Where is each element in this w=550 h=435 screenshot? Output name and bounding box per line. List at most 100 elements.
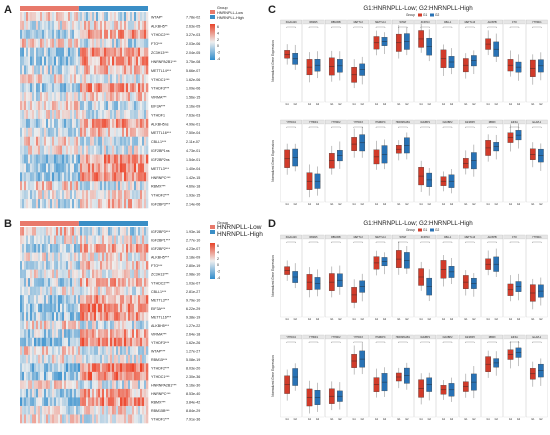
gene-label: YTHDF3*** <box>151 341 170 345</box>
heatmap-cell <box>88 29 91 40</box>
heatmap-cell <box>126 154 129 164</box>
heatmap-cell <box>136 92 139 102</box>
heatmap-cell <box>116 65 119 75</box>
heatmap-cell <box>116 244 119 253</box>
heatmap-cell <box>60 199 63 209</box>
gene-label: VIRMA*** <box>151 96 167 100</box>
heatmap-cell <box>38 278 41 287</box>
heatmap-cell <box>62 227 65 236</box>
heatmap-cell <box>66 38 69 48</box>
heatmap-cell <box>128 56 131 66</box>
heatmap-cell <box>72 154 75 164</box>
heatmap-cell <box>132 199 135 209</box>
heatmap-cell <box>38 320 41 330</box>
heatmap-cell <box>68 371 71 381</box>
heatmap-cell <box>114 101 117 111</box>
gene-label: YTHDC1*** <box>151 78 170 82</box>
heatmap-cell <box>84 371 87 381</box>
heatmap-cell <box>106 29 109 40</box>
heatmap-cell <box>106 388 109 398</box>
heatmap-cell <box>36 154 39 164</box>
heatmap-cell <box>134 235 137 245</box>
heatmap-cell <box>120 38 123 48</box>
heatmap-cell <box>126 227 129 236</box>
heatmap-cell <box>48 83 51 93</box>
y-axis-label: Normalized Gene Expression <box>271 355 275 397</box>
gene-label: RBM15*** <box>151 358 168 362</box>
heatmap-cell <box>90 235 93 245</box>
heatmap-row <box>20 227 149 236</box>
heatmap-cell <box>78 199 81 209</box>
heatmap-cell <box>74 101 77 111</box>
heatmap-cell <box>20 414 23 424</box>
heatmap-cell <box>70 181 73 191</box>
heatmap-cell <box>124 154 127 164</box>
heatmap-cell <box>144 190 147 200</box>
heatmap-cell <box>118 235 121 245</box>
heatmap-cell <box>136 74 139 84</box>
heatmap-cell <box>52 199 55 209</box>
gene-label: EIF3A*** <box>151 105 166 109</box>
legend-swatch-g1 <box>418 13 422 17</box>
heatmap-cell <box>136 163 139 173</box>
heatmap-cell <box>20 303 23 313</box>
significance-bracket <box>398 341 408 343</box>
heatmap-cell <box>66 83 69 93</box>
heatmap-cell <box>72 199 75 209</box>
heatmap-cell <box>64 278 67 287</box>
legend-g2: G2 <box>435 13 439 17</box>
heatmap-cell <box>104 110 107 120</box>
heatmap-cell <box>132 136 135 146</box>
heatmap-cell <box>22 286 25 296</box>
heatmap-cell <box>54 181 57 191</box>
heatmap-cell <box>126 163 129 173</box>
heatmap-cell <box>112 154 115 164</box>
heatmap-cell <box>138 38 141 48</box>
heatmap-cell <box>24 38 27 48</box>
heatmap-cell <box>78 74 81 84</box>
heatmap-cell <box>20 199 23 209</box>
heatmap-cell <box>22 181 25 191</box>
pvalue-label: 7.78e-02 <box>186 15 200 19</box>
heatmap-cell <box>52 397 55 407</box>
heatmap-cell <box>90 303 93 313</box>
x-tick-label: G1 <box>308 318 312 321</box>
heatmap-cell <box>80 110 83 120</box>
heatmap-cell <box>118 329 121 339</box>
heatmap-cell <box>46 163 49 173</box>
heatmap-cell <box>138 295 141 304</box>
strip-label: YTHDC2 <box>286 121 296 124</box>
strip-label: METTL3 <box>354 21 364 24</box>
heatmap-cell <box>128 20 131 31</box>
pvalue-label: 1.42e-15 <box>186 176 200 180</box>
heatmap-cell <box>30 163 33 173</box>
heatmap-cell <box>88 154 91 164</box>
significance-bracket <box>353 126 363 128</box>
heatmap-cell <box>80 244 83 253</box>
heatmap-cell <box>132 380 135 390</box>
heatmap-cell <box>24 405 27 415</box>
heatmap-cell <box>48 261 51 270</box>
heatmap-cell <box>124 127 127 138</box>
heatmap-cell <box>120 295 123 304</box>
pvalue-label: 6.22e-29 <box>186 307 200 311</box>
heatmap-cell <box>134 363 137 373</box>
heatmap-cell <box>98 380 101 390</box>
heatmap-cell <box>140 199 143 209</box>
heatmap-cell <box>54 397 57 407</box>
heatmap-cell <box>30 127 33 138</box>
heatmap-cell <box>130 38 133 48</box>
x-tick-label: G1 <box>397 103 401 106</box>
heatmap-cell <box>44 199 47 209</box>
heatmap-cell <box>42 269 45 279</box>
heatmap-cell <box>70 261 73 270</box>
heatmap-cell <box>102 74 105 84</box>
heatmap-cell <box>80 92 83 102</box>
plot-area <box>325 23 347 103</box>
plot-area <box>347 123 369 203</box>
strip-label: HNRNPA2B1 <box>396 336 411 339</box>
significance-bracket <box>308 341 319 343</box>
